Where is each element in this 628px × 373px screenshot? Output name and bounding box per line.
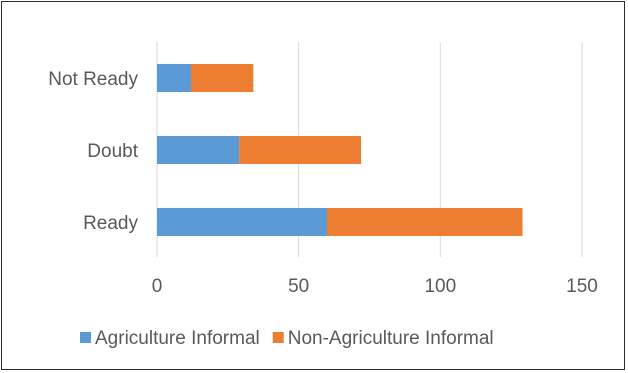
category-label: Doubt (87, 141, 138, 162)
bar-doubt-series-0 (157, 136, 240, 164)
legend: Agriculture Informal Non-Agriculture Info… (80, 328, 494, 349)
x-tick-label: 150 (566, 276, 598, 297)
x-tick-label: 50 (288, 276, 309, 297)
bar-not-ready-series-0 (157, 64, 191, 92)
legend-label: Non-Agriculture Informal (288, 328, 494, 349)
bar-doubt-series-1 (239, 136, 361, 164)
x-tick-label: 100 (424, 276, 456, 297)
bar-not-ready-series-1 (191, 64, 254, 92)
bar-ready-series-1 (327, 208, 523, 236)
category-label: Not Ready (48, 69, 138, 90)
bars (157, 64, 523, 236)
legend-swatch (80, 332, 91, 343)
legend-label: Agriculture Informal (95, 328, 260, 349)
x-tick-labels: 0 50 100 150 (152, 276, 598, 297)
legend-swatch (272, 332, 284, 343)
category-labels: Not Ready Doubt Ready (48, 69, 139, 234)
x-tick-label: 0 (152, 276, 163, 297)
bar-ready-series-0 (157, 208, 327, 236)
category-label: Ready (83, 213, 138, 234)
